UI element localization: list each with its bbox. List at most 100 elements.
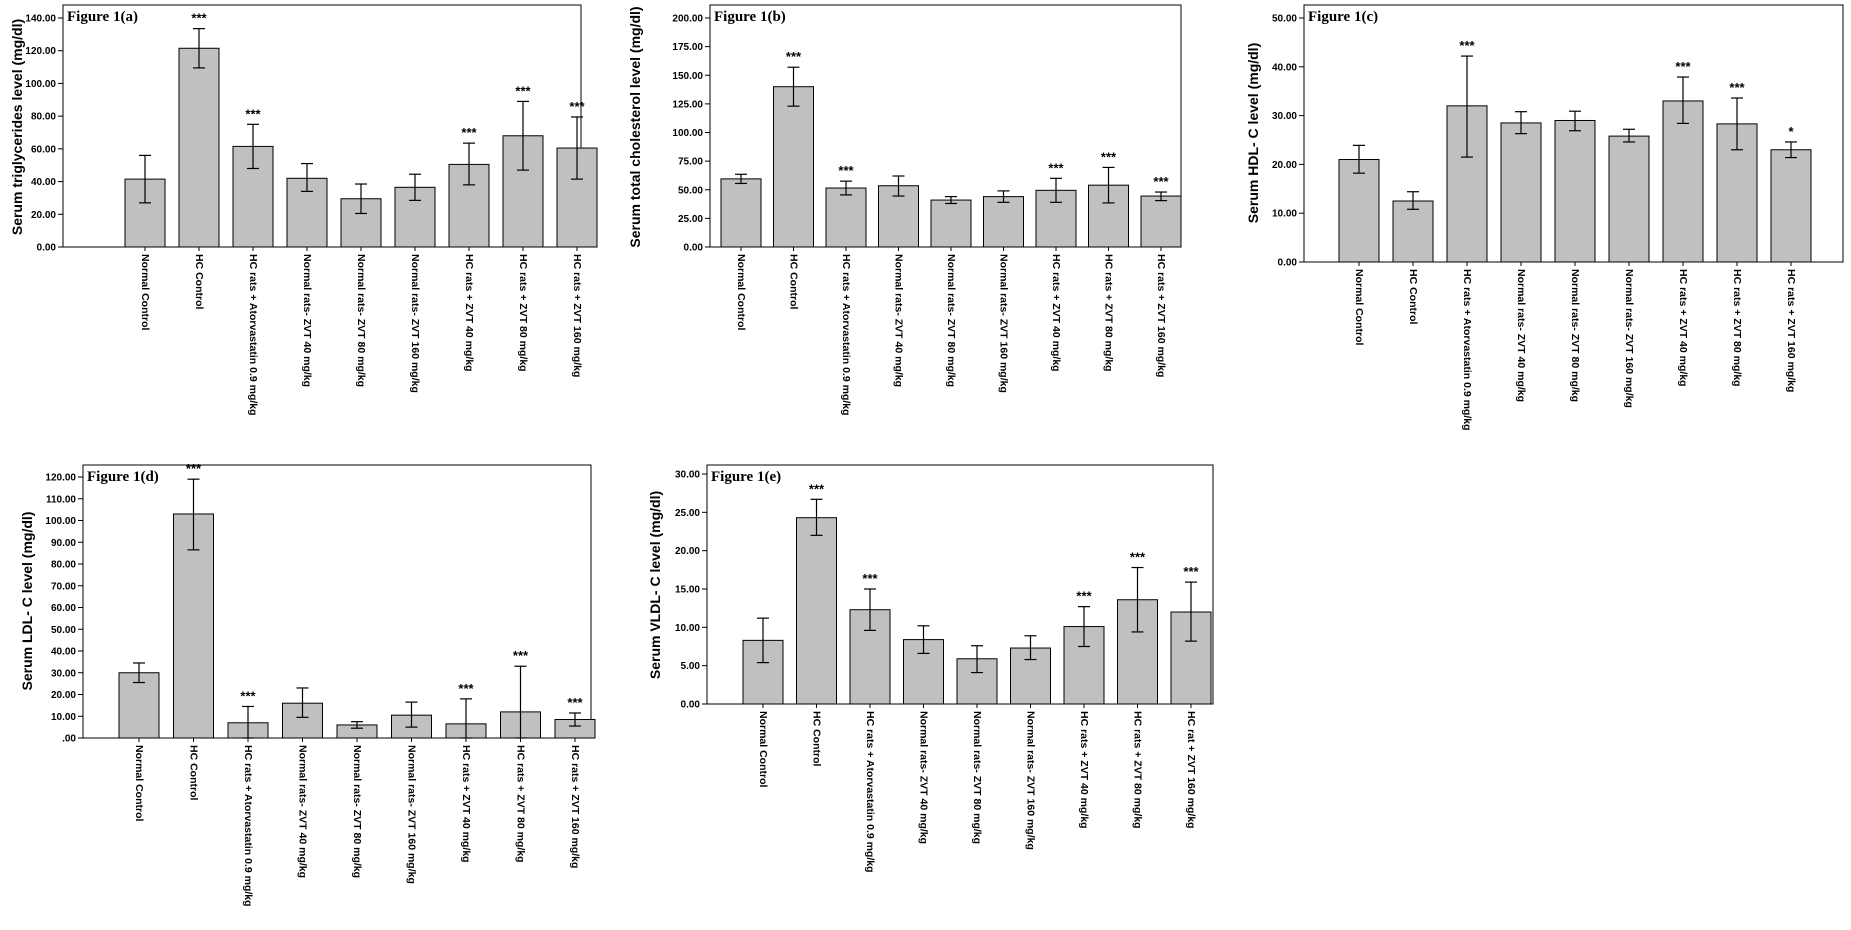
y-tick-label: 120.00 [45,473,76,484]
significance-label: *** [513,648,529,663]
y-tick-label: 20.00 [51,690,76,701]
y-tick-label: 100.00 [25,79,56,90]
y-tick-label: 0.00 [37,243,57,254]
x-tick-label: Normal rats- ZVT 80 mg/kg [971,711,983,844]
y-tick-label: 80.00 [31,112,56,123]
x-tick-label: Normal rats- ZVT 160 mg/kg [1623,269,1635,408]
y-axis-label: Serum VLDL- C level (mg/dl) [647,491,663,679]
y-tick-label: 30.00 [1272,111,1297,122]
y-tick-label: 50.00 [678,185,703,196]
x-tick-label: HC rats + ZVT 160 mg/kg [1155,254,1167,377]
bar [825,187,867,248]
y-tick-label: 60.00 [31,144,56,155]
y-tick-label: 120.00 [25,46,56,57]
x-tick-label: HC rats + ZVT 160 mg/kg [571,254,583,377]
bar [1770,149,1812,263]
y-tick-label: 15.00 [675,585,700,596]
x-tick-label: Normal Control [735,254,747,331]
y-tick-label: 25.00 [678,214,703,225]
y-tick-label: 20.00 [1272,160,1297,171]
significance-label: *** [786,49,802,64]
y-tick-label: 50.00 [51,625,76,636]
x-tick-label: Normal rats- ZVT 160 mg/kg [409,254,421,393]
figure-title: Figure 1(b) [714,9,786,25]
significance-label: *** [461,125,477,140]
y-tick-label: 10.00 [1272,209,1297,220]
y-tick-label: 0.00 [1278,258,1298,269]
bar [1554,119,1596,263]
x-tick-label: Normal Control [133,745,145,822]
bar [1608,135,1650,263]
significance-label: *** [1076,589,1092,604]
y-tick-label: 80.00 [51,560,76,571]
x-tick-label: Normal rats- ZVT 160 mg/kg [998,254,1010,393]
x-tick-label: HC rats + Atorvastatin 0.9 mg/kg [840,254,852,416]
x-tick-label: HC Control [1407,269,1419,324]
x-tick-label: Normal rats- ZVT 160 mg/kg [1025,711,1037,850]
chart-panel-5: Figure 1(e) 0.00 5.00 10.00 15.00 20.00 25.00 3… [647,464,1214,873]
y-tick-label: 60.00 [51,603,76,614]
bar [173,513,214,739]
y-tick-label: 50.00 [1272,14,1297,25]
significance-label: * [1788,124,1794,139]
significance-label: *** [245,106,261,121]
significance-label: *** [1153,174,1169,189]
x-tick-label: Normal rats- ZVT 160 mg/kg [406,745,418,884]
y-tick-label: 70.00 [51,581,76,592]
y-tick-label: 100.00 [672,128,703,139]
y-tick-label: .00 [62,734,76,745]
bar [178,47,220,248]
x-tick-label: Normal Control [1353,269,1365,346]
bar [796,517,837,705]
x-tick-label: HC Control [193,254,205,309]
bar [1500,122,1542,263]
chart-panel-2: Figure 1(b) 0.00 25.00 50.00 75.00 100.00 125.… [627,4,1182,416]
x-tick-label: HC rats + ZVT 80 mg/kg [1132,711,1144,829]
y-tick-label: 175.00 [672,42,703,53]
significance-label: *** [569,99,585,114]
x-tick-label: HC rats + Atorvastatin 0.9 mg/kg [864,711,876,873]
y-tick-label: 5.00 [681,661,701,672]
y-tick-label: 0.00 [684,243,704,254]
x-tick-label: Normal rats- ZVT 80 mg/kg [945,254,957,387]
figure-title: Figure 1(d) [87,469,159,485]
y-tick-label: 90.00 [51,538,76,549]
significance-label: *** [458,681,474,696]
y-tick-label: 75.00 [678,157,703,168]
y-tick-label: 200.00 [672,14,703,25]
x-tick-label: HC rats + ZVT 160 mg/kg [569,745,581,868]
figure-title: Figure 1(a) [67,9,138,25]
bar [1140,195,1182,248]
x-tick-label: HC rats + ZVT 80 mg/kg [515,745,527,863]
y-tick-label: 40.00 [1272,62,1297,73]
y-tick-label: 10.00 [675,623,700,634]
bar [1392,200,1434,263]
bar [773,86,814,248]
x-tick-label: Normal Control [139,254,151,331]
x-tick-label: HC rats + Atorvastatin 0.9 mg/kg [1461,269,1473,431]
significance-label: *** [1675,59,1691,74]
x-tick-label: Normal rats- ZVT 80 mg/kg [355,254,367,387]
y-axis-label: Serum total cholesterol level (mg/dl) [627,6,643,247]
x-tick-label: HC rats + ZVT 80 mg/kg [517,254,529,372]
figure-title: Figure 1(e) [711,469,781,485]
x-tick-label: Normal rats- ZVT 40 mg/kg [297,745,309,878]
bar [720,178,762,248]
x-tick-label: Normal rats- ZVT 40 mg/kg [893,254,905,387]
bar [849,609,891,705]
significance-label: *** [1101,149,1117,164]
figure-title: Figure 1(c) [1308,9,1378,25]
y-tick-label: 20.00 [31,210,56,221]
significance-label: *** [1183,564,1199,579]
y-tick-label: 0.00 [681,700,701,711]
x-tick-label: HC rats + ZVT 40 mg/kg [1677,269,1689,387]
bar [930,199,972,248]
y-tick-label: 40.00 [51,647,76,658]
chart-panel-4: Figure 1(d) .00 10.00 20.00 30.00 40.00 50.00 6… [19,461,596,907]
significance-label: *** [862,571,878,586]
significance-label: *** [515,83,531,98]
x-tick-label: Normal rats- ZVT 80 mg/kg [351,745,363,878]
x-tick-label: HC Control [811,711,823,766]
y-tick-label: 30.00 [51,668,76,679]
